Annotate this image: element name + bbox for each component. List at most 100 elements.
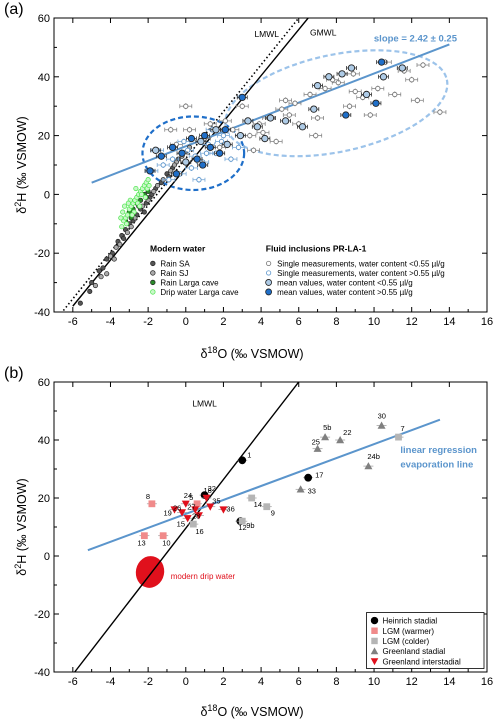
- a-y-tick-label: -40: [34, 307, 50, 319]
- point-label: 35: [212, 497, 220, 506]
- data-point: [123, 221, 130, 227]
- data-point: [313, 132, 319, 139]
- legend-item-single-measurements-water-content-0-55-l-g: Single measurements, water content <0.55…: [277, 259, 445, 268]
- series-heinrich-stadial: [199, 456, 314, 526]
- series-lgm-colder: [188, 433, 404, 528]
- line-linear-regression-evaporation-line: [87, 418, 441, 552]
- data-point: [189, 520, 197, 528]
- data-point: [120, 209, 126, 215]
- data-point: [292, 100, 298, 106]
- b-x-tick-label: -6: [68, 676, 78, 688]
- data-point: [371, 627, 378, 634]
- b-y-tick-label: 0: [44, 551, 50, 563]
- panel-label-a: (a): [4, 1, 24, 18]
- a-x-tick-label: 8: [333, 316, 339, 328]
- data-point: [191, 506, 200, 514]
- data-point: [140, 532, 148, 540]
- a-y-tick-label: 40: [38, 72, 50, 84]
- gmwl-label-a: GMWL: [310, 28, 337, 38]
- b-x-tick-label: 12: [406, 676, 418, 688]
- data-point: [238, 456, 247, 465]
- b-y-tick-label: 20: [38, 493, 50, 505]
- data-point: [377, 421, 386, 429]
- data-point: [228, 156, 234, 162]
- data-point: [282, 97, 289, 103]
- point-label: 27: [187, 503, 195, 512]
- data-point: [395, 433, 402, 441]
- data-point: [222, 118, 228, 124]
- data-point: [77, 300, 83, 306]
- b-x-tick-label: 6: [296, 676, 302, 688]
- data-point: [364, 462, 373, 470]
- data-point: [181, 500, 190, 508]
- data-point: [377, 58, 386, 66]
- data-point: [207, 121, 213, 127]
- data-point: [122, 203, 128, 209]
- data-point: [138, 191, 145, 197]
- a-y-tick-label: -20: [34, 248, 50, 260]
- data-point: [217, 144, 223, 151]
- data-point: [281, 117, 290, 125]
- data-point: [117, 241, 123, 247]
- data-point: [157, 152, 165, 160]
- legend-marker: [150, 270, 156, 276]
- data-point: [133, 185, 139, 192]
- data-point: [304, 473, 313, 482]
- b-x-tick-label: 16: [481, 676, 493, 688]
- data-point: [236, 131, 245, 140]
- data-point: [196, 177, 202, 183]
- data-point: [202, 494, 211, 502]
- point-label: 25: [312, 438, 320, 447]
- series-lgm-warmer: [139, 500, 203, 540]
- data-point: [338, 70, 346, 78]
- data-point: [129, 212, 135, 218]
- data-point: [148, 500, 156, 508]
- data-point: [111, 256, 117, 262]
- series-drip-water-larga-cave: [118, 177, 152, 230]
- line-lmwl: [74, 382, 300, 672]
- data-point: [322, 85, 328, 92]
- data-point: [119, 224, 125, 230]
- data-point: [310, 105, 318, 113]
- data-point: [221, 126, 229, 134]
- legend-marker: [266, 270, 272, 276]
- data-point: [197, 137, 205, 146]
- legend-title-modern: Modern water: [150, 244, 206, 254]
- legend-fluid-inclusions: Fluid inclusions PR-LA-1 Single measureme…: [265, 244, 445, 297]
- legend-item-heinrich-stadial: Heinrich stadial: [383, 617, 438, 626]
- data-point: [141, 209, 147, 215]
- legend-item-greenland-interstadial: Greenland interstadial: [383, 657, 461, 666]
- data-point: [239, 103, 245, 109]
- data-point: [206, 143, 214, 152]
- point-label: 7: [401, 424, 405, 433]
- panel-b-plot: -6 -4 -2 0 2 4 6 8 10 12 14 16-40-200204060LMWLline…: [34, 377, 493, 688]
- data-point: [372, 99, 380, 107]
- data-point: [370, 647, 379, 655]
- point-label: 33: [308, 486, 316, 495]
- point-label: 5: [189, 493, 193, 502]
- drip-water-ellipse: [135, 556, 165, 588]
- legend-box-b: [366, 612, 485, 669]
- data-point: [171, 162, 178, 168]
- data-point: [347, 64, 356, 72]
- data-point: [203, 150, 210, 156]
- data-point: [296, 485, 305, 493]
- data-point: [370, 658, 379, 666]
- data-point: [113, 244, 119, 250]
- data-point: [260, 130, 266, 136]
- point-label: 22: [343, 428, 351, 437]
- data-point: [154, 183, 161, 189]
- data-point: [125, 200, 131, 206]
- data-point: [336, 436, 345, 444]
- data-point: [182, 158, 190, 166]
- data-point: [206, 503, 215, 511]
- data-point: [414, 97, 420, 103]
- data-point: [166, 177, 172, 183]
- data-point: [375, 85, 381, 92]
- data-point: [185, 147, 191, 153]
- data-point: [367, 112, 373, 118]
- data-point: [194, 512, 203, 520]
- legend-marker: [265, 288, 273, 296]
